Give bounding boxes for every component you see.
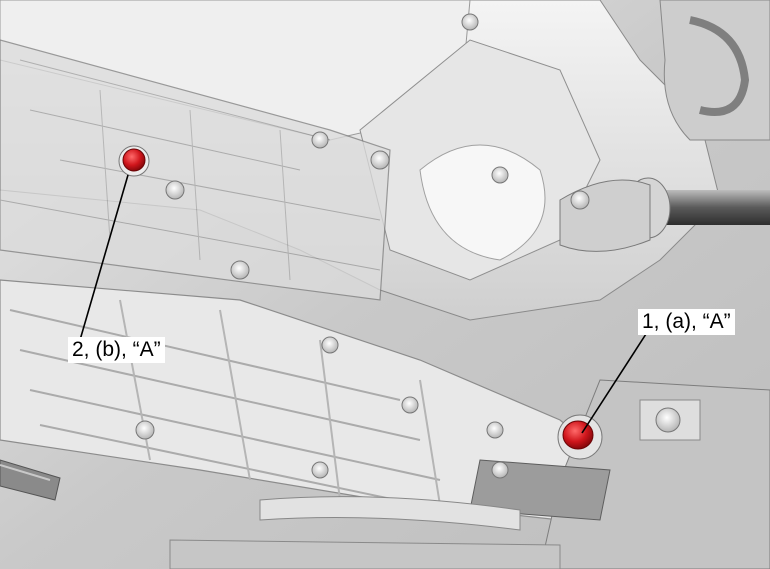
leader-line-2 (79, 174, 129, 341)
callout-plug-2: 2, (b), “A” (68, 337, 165, 363)
fill-plug-icon (118, 145, 150, 177)
bolt-bosses (135, 13, 590, 479)
callout-plug-1: 1, (a), “A” (638, 309, 735, 335)
drive-shaft (559, 0, 770, 252)
lower-pipes (0, 459, 561, 569)
transparent-cover (0, 39, 391, 301)
drain-plug-icon (557, 414, 603, 460)
leader-line-1 (581, 333, 647, 434)
